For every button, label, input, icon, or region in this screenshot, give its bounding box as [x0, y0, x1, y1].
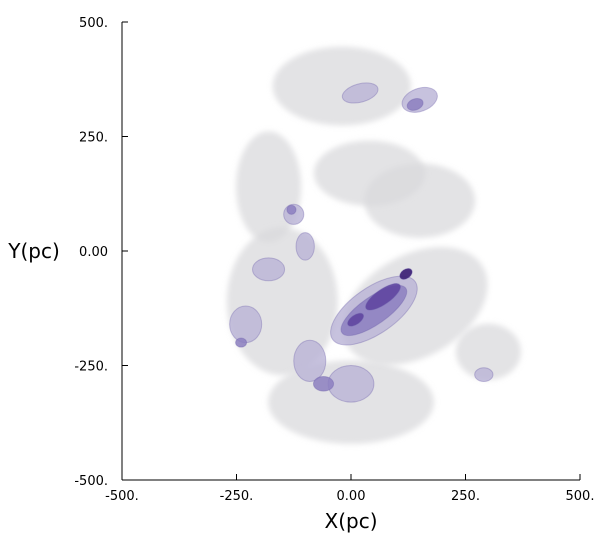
y-axis-title: Y(pc) [7, 239, 60, 263]
contour-region-level-2 [312, 375, 335, 392]
contour-region-level-0 [272, 46, 412, 126]
contour-region-level-1 [229, 305, 263, 344]
contour-region-level-1 [252, 257, 286, 282]
y-tick-label: -500. [74, 474, 108, 489]
contour-region-level-0 [236, 131, 302, 243]
contour-region-level-0 [313, 140, 425, 206]
contour-region-level-2 [406, 98, 424, 111]
contour-region-level-2 [286, 204, 297, 215]
x-tick-label: 500. [566, 489, 595, 504]
y-tick-label: 500. [79, 16, 108, 31]
contour-region-level-2 [235, 337, 248, 348]
x-axis-title: X(pc) [325, 509, 378, 533]
y-tick-label: 0.00 [79, 245, 108, 260]
y-tick-label: 250. [79, 131, 108, 146]
contour-layer [226, 46, 521, 444]
contour-region-level-1 [341, 82, 379, 104]
contour-region-level-1 [295, 232, 315, 261]
x-tick-label: -250. [220, 489, 254, 504]
y-tick-label: -250. [74, 360, 108, 375]
contour-region-level-1 [293, 339, 327, 383]
ticks: -500. -250. 0.00 250. 500. 500. 250. 0.00 -250. -… [74, 16, 594, 504]
contour-region-level-3 [365, 283, 401, 311]
contour-region-level-4 [399, 267, 413, 280]
contour-region-level-1 [327, 365, 375, 403]
contour-region-level-1 [474, 367, 494, 383]
x-tick-label: 250. [451, 489, 480, 504]
contour-region-level-3 [347, 312, 365, 327]
x-tick-label: -500. [105, 489, 139, 504]
x-tick-label: 0.00 [337, 489, 366, 504]
